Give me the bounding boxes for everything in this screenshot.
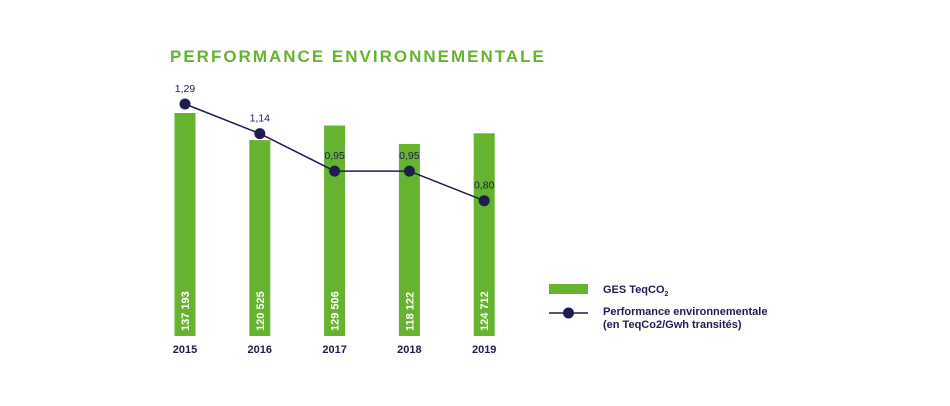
bar-value-label-2018: 118 122	[404, 292, 416, 331]
chart-title: PERFORMANCE ENVIRONNEMENTALE	[170, 47, 546, 66]
line-value-label-2018: 0,95	[399, 150, 420, 162]
legend-bar-swatch	[549, 284, 588, 294]
legend-bar-label-main: GES TeqCO	[603, 284, 665, 296]
bar-value-labels: 137 193 120 525 129 506 118 122 124 712	[180, 291, 491, 331]
line-point-2017	[329, 165, 341, 177]
line-value-label-2017: 0,95	[324, 150, 345, 162]
legend-line-label-2: (en TeqCo2/Gwh transités)	[603, 319, 742, 331]
legend-line-marker	[563, 307, 574, 319]
bar-2016	[249, 140, 271, 336]
line-point-2015	[179, 98, 191, 110]
line-value-labels: 1,29 1,14 0,95 0,95 0,80	[175, 83, 495, 192]
line-value-label-2015: 1,29	[175, 83, 196, 95]
legend-line-label-1: Performance environnementale	[603, 306, 767, 318]
bar-2019	[473, 133, 495, 336]
line-value-label-2019: 0,80	[474, 180, 495, 192]
x-tick-2018: 2018	[397, 344, 421, 356]
bar-value-label-2015: 137 193	[180, 291, 192, 331]
bar-2017	[324, 125, 346, 336]
legend: GES TeqCO2 Performance environnementale …	[549, 284, 767, 331]
bar-value-label-2016: 120 525	[255, 291, 267, 331]
bar-2018	[398, 144, 420, 336]
line-point-2019	[478, 195, 490, 207]
bars	[174, 113, 495, 336]
bar-value-label-2017: 129 506	[330, 291, 342, 331]
legend-bar-label-sub: 2	[665, 291, 669, 298]
x-tick-2017: 2017	[322, 344, 346, 356]
x-tick-2019: 2019	[472, 344, 496, 356]
bar-2015	[174, 113, 196, 336]
x-tick-2016: 2016	[248, 344, 272, 356]
line-value-label-2016: 1,14	[250, 113, 271, 125]
line-point-2018	[403, 165, 415, 177]
bar-value-label-2019: 124 712	[479, 291, 491, 331]
legend-bar-label: GES TeqCO2	[603, 284, 669, 298]
x-axis-ticks: 2015 2016 2017 2018 2019	[173, 344, 497, 356]
line-point-2016	[254, 128, 266, 140]
line-points	[179, 98, 490, 207]
x-tick-2015: 2015	[173, 344, 197, 356]
